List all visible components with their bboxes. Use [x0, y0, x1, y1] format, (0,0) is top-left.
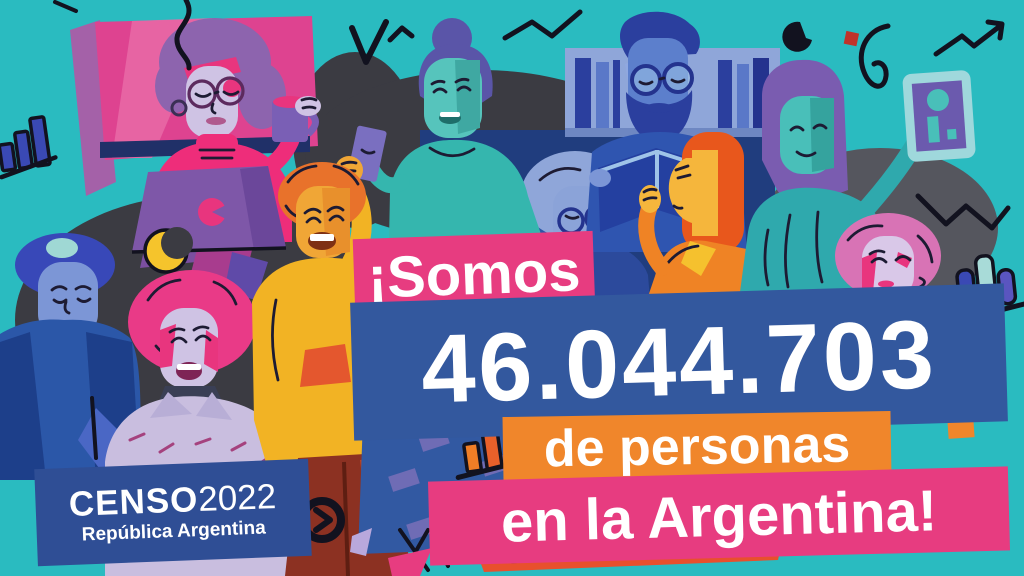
- banner-en-la-argentina: en la Argentina!: [427, 466, 1011, 566]
- badge-title: CENSO2022: [68, 476, 277, 524]
- person-pink-woman: [835, 213, 941, 299]
- lavender-shard: [350, 528, 372, 556]
- headline-en-la-argentina: en la Argentina!: [500, 477, 938, 555]
- tablet-stats-icon: [902, 70, 976, 162]
- badge-year: 2022: [197, 476, 277, 519]
- headline-de-personas: de personas: [543, 415, 851, 479]
- person-blue-man: [0, 233, 141, 480]
- bar-chart-icon-left: [0, 115, 58, 180]
- zigzag-line-icon: [502, 9, 583, 41]
- zigzag-line-icon-right: [915, 193, 1011, 231]
- pink-shard: [388, 548, 432, 576]
- badge-subtitle: República Argentina: [81, 517, 267, 546]
- squiggle-u-icon: [858, 23, 891, 89]
- censo-2022-badge: CENSO2022 República Argentina: [34, 458, 312, 567]
- pac-man-icon: [782, 21, 812, 52]
- trend-arrow-icon: [933, 19, 1005, 57]
- orange-shard: [947, 419, 975, 439]
- decorative-lines: [53, 0, 1011, 231]
- person-tablet-woman: [740, 59, 976, 292]
- crescent-moon-icon: [143, 227, 193, 274]
- badge-program: CENSO: [68, 479, 200, 524]
- check-mark-icon: [349, 19, 389, 65]
- person-laptop-woman: [70, 16, 321, 254]
- population-number: 46.044.703: [419, 299, 939, 424]
- squiggle-line-icon: [174, 0, 192, 71]
